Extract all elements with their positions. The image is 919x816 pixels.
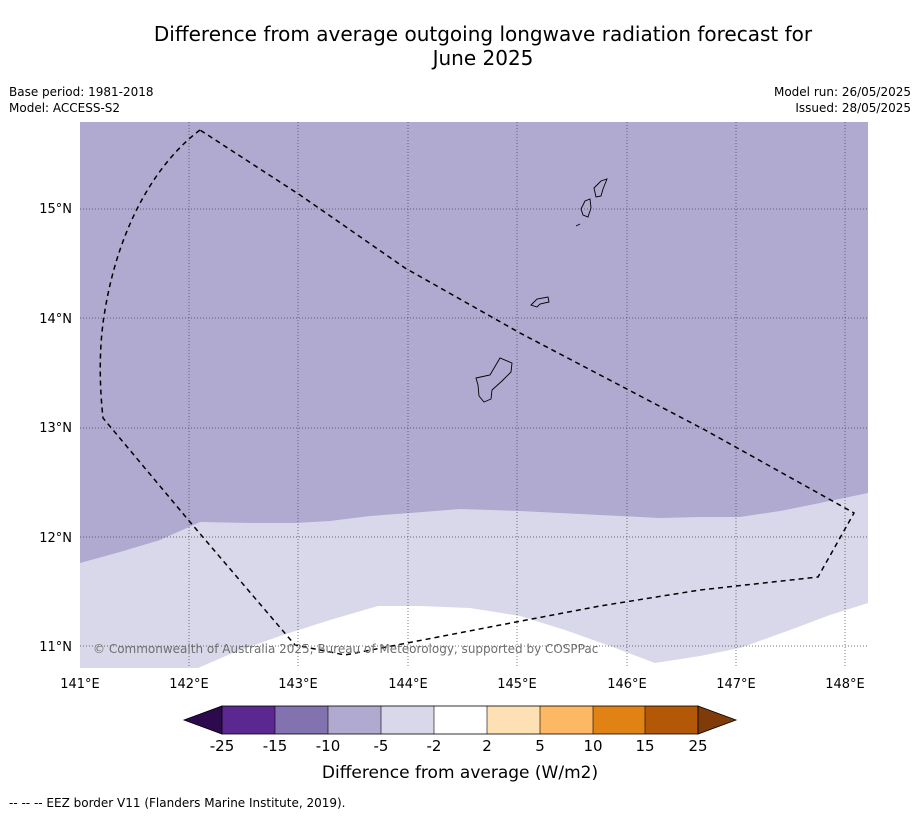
model-run: Model run: 26/05/2025 — [773, 85, 911, 99]
lon-label: 141°E — [60, 677, 100, 692]
colorbar-bin — [222, 706, 275, 734]
lon-label: 148°E — [825, 677, 865, 692]
lat-label: 11°N — [39, 640, 72, 655]
title-line-1: Difference from average outgoing longwav… — [153, 22, 813, 46]
lon-label: 144°E — [388, 677, 428, 692]
colorbar-tick-label: -10 — [316, 737, 341, 755]
colorbar-bin — [381, 706, 434, 734]
colorbar-bin — [487, 706, 540, 734]
colorbar-tick-label: -5 — [374, 737, 389, 755]
base-period: Base period: 1981-2018 — [9, 85, 154, 99]
colorbar-ticks: -25 -15 -10 -5 -2 2 5 10 15 25 — [210, 737, 708, 755]
lat-label: 13°N — [39, 421, 72, 436]
lat-label: 12°N — [39, 531, 72, 546]
island-tinian — [580, 198, 592, 218]
lon-label: 147°E — [716, 677, 756, 692]
colorbar-bin — [645, 706, 698, 734]
islands — [475, 178, 608, 403]
colorbar-bin — [593, 706, 645, 734]
graticule — [80, 122, 868, 668]
colorbar-min-extend — [182, 705, 223, 735]
colorbar-label: Difference from average (W/m2) — [322, 763, 598, 783]
colorbar-tick-label: 2 — [482, 737, 492, 755]
colorbar — [182, 705, 738, 735]
colorbar-bin — [275, 706, 328, 734]
meta-left: Base period: 1981-2018 Model: ACCESS-S2 — [9, 84, 154, 116]
colorbar-bin — [540, 706, 593, 734]
model-name: Model: ACCESS-S2 — [9, 101, 121, 115]
colorbar-tick-label: -2 — [427, 737, 442, 755]
island-saipan — [593, 178, 608, 198]
colorbar-tick-label: 5 — [535, 737, 545, 755]
lon-label: 145°E — [497, 677, 537, 692]
colorbar-bin — [434, 706, 487, 734]
eez-border — [99, 129, 856, 656]
island-rota — [530, 296, 550, 308]
copyright-text: © Commonwealth of Australia 2025, Bureau… — [93, 642, 598, 656]
map-panel: © Commonwealth of Australia 2025, Bureau… — [80, 122, 868, 668]
title-line-2: June 2025 — [432, 46, 534, 70]
lat-label: 14°N — [39, 312, 72, 327]
eez-legend-note: -- -- -- EEZ border V11 (Flanders Marine… — [9, 796, 346, 810]
issued-date: Issued: 28/05/2025 — [795, 101, 911, 115]
chart-title: Difference from average outgoing longwav… — [60, 22, 906, 70]
island-guam — [475, 357, 513, 403]
colorbar-tick-label: 25 — [688, 737, 707, 755]
longitude-labels: 141°E 142°E 143°E 144°E 145°E 146°E 147°… — [60, 677, 865, 692]
island-aguijan — [575, 223, 581, 227]
lat-label: 15°N — [39, 202, 72, 217]
lon-label: 146°E — [607, 677, 647, 692]
colorbar-bin — [328, 706, 381, 734]
latitude-labels: 15°N 14°N 13°N 12°N 11°N — [39, 202, 72, 655]
colorbar-tick-label: 15 — [635, 737, 654, 755]
colorbar-tick-label: -25 — [210, 737, 235, 755]
lon-label: 142°E — [169, 677, 209, 692]
colorbar-tick-label: -15 — [263, 737, 288, 755]
anomaly-band-minus10-minus5 — [80, 122, 868, 563]
lon-label: 143°E — [278, 677, 318, 692]
colorbar-max-extend — [697, 705, 738, 735]
colorbar-tick-label: 10 — [583, 737, 602, 755]
meta-right: Model run: 26/05/2025 Issued: 28/05/2025 — [774, 84, 911, 116]
